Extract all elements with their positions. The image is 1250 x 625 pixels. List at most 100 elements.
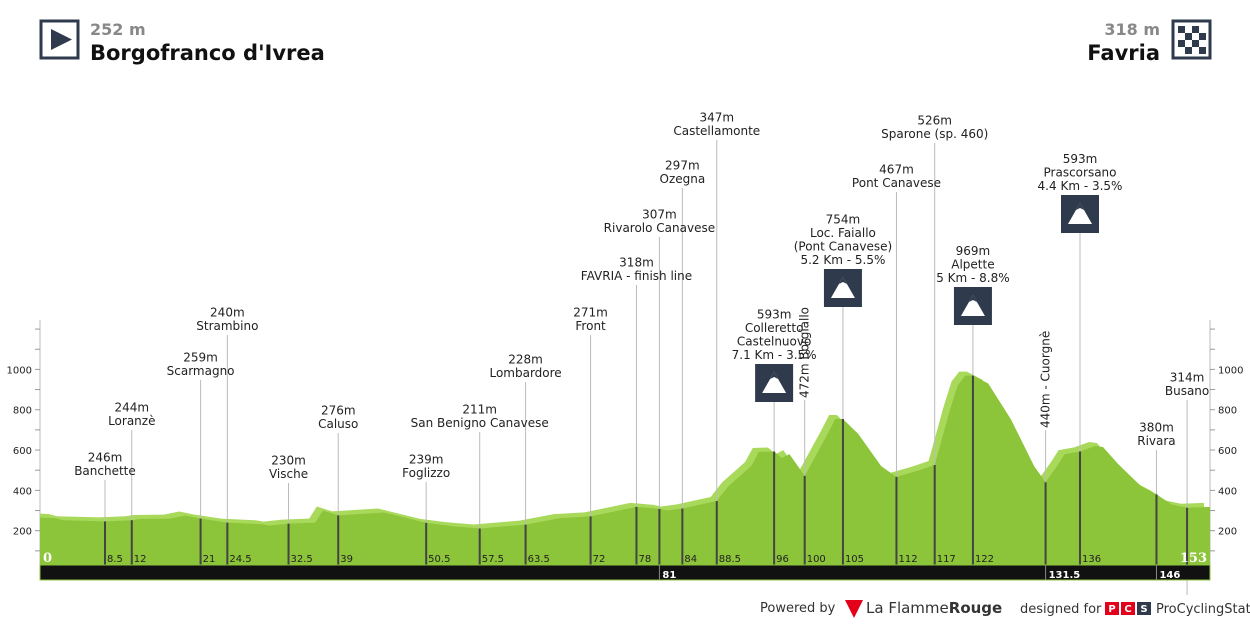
- y-tick-label: 1000: [7, 365, 32, 376]
- waypoint-name: 4.4 Km - 3.5%: [1038, 179, 1123, 193]
- pcs-box: [1137, 602, 1151, 615]
- waypoint-name: Alpette: [951, 258, 994, 272]
- waypoint-elevation: 246m: [88, 451, 123, 465]
- waypoint-name: Prascorsano: [1044, 166, 1117, 180]
- waypoint-elevation: 969m: [956, 244, 991, 258]
- km-label: 153: [1180, 551, 1207, 566]
- flag-square: [1199, 47, 1206, 54]
- powered-by-text: Powered by: [760, 601, 836, 616]
- waypoint-name: Ozegna: [660, 172, 706, 186]
- mountain-snow: [968, 295, 977, 302]
- pcs-box: [1121, 602, 1135, 615]
- mountain-icon: [960, 295, 985, 316]
- waypoint-elevation: 239m: [409, 453, 444, 467]
- waypoint-name: Rivarolo Canavese: [604, 221, 715, 235]
- km-label: 32.5: [291, 554, 313, 565]
- waypoint-name: Castelnuovo: [737, 335, 811, 349]
- waypoint-name: Caluso: [318, 417, 358, 431]
- km-labels: 0 8.5 12 21 24.5 32.5 39 50.5 57.5 63.5 72 78 84 88.5…: [43, 551, 1207, 581]
- km-label: 136: [1082, 554, 1101, 565]
- mountain-snow: [1076, 203, 1084, 210]
- waypoint-name: FAVRIA - finish line: [581, 269, 692, 283]
- band-km-label: 131.5: [1049, 570, 1081, 581]
- waypoint-label-vertical: 472m Borgiallo: [798, 307, 812, 398]
- waypoint-name: Busano: [1165, 384, 1209, 398]
- designed-for-text: designed for: [1020, 602, 1102, 617]
- profile-fill: [40, 375, 1210, 565]
- waypoint-name: Foglizzo: [402, 466, 450, 480]
- waypoint-elevation: 276m: [321, 404, 356, 418]
- waypoint-name: Lombardore: [489, 366, 561, 380]
- flamme-rouge-brand: La FlammeRouge: [866, 599, 1002, 617]
- km-label: 12: [134, 554, 147, 565]
- km-label: 84: [684, 554, 697, 565]
- flag-square: [1178, 40, 1185, 47]
- waypoint-name: 5.2 Km - 5.5%: [800, 253, 885, 267]
- start-elevation: 252 m: [90, 20, 146, 39]
- waypoint-name: 5 Km - 8.8%: [936, 271, 1009, 285]
- waypoint-elevation: 467m: [879, 163, 914, 177]
- km-label: 88.5: [719, 554, 741, 565]
- km-label: 117: [937, 554, 956, 565]
- y-tick-label: 800: [13, 406, 32, 417]
- y-tick-label: 200: [1218, 527, 1237, 538]
- waypoint-name: Scarmagno: [167, 364, 235, 378]
- flag-square: [1185, 47, 1192, 54]
- waypoint-name: Rivara: [1137, 434, 1175, 448]
- km-label: 8.5: [107, 554, 123, 565]
- km-label: 24.5: [229, 554, 251, 565]
- pcs-letter: C: [1124, 604, 1131, 615]
- y-tick-label: 200: [13, 527, 32, 538]
- flag-square: [1192, 40, 1199, 47]
- flag-square: [1178, 26, 1185, 33]
- waypoint-elevation: 314m: [1170, 371, 1205, 385]
- waypoint-label-vertical: 440m - Cuorgnè: [1039, 331, 1053, 428]
- waypoint-elevation: 297m: [665, 159, 700, 173]
- km-label: 21: [203, 554, 216, 565]
- y-tick-label: 400: [13, 486, 32, 497]
- km-label: 63.5: [528, 554, 550, 565]
- waypoint-elevation: 526m: [917, 114, 952, 128]
- waypoint-name: Sparone (sp. 460): [881, 127, 988, 141]
- band-km-label: 146: [1159, 570, 1180, 581]
- waypoint-elevation: 593m: [1063, 152, 1098, 166]
- checkered-flag-icon: [1171, 19, 1212, 60]
- y-tick-label: 600: [13, 446, 32, 457]
- waypoint-elevation: 318m: [619, 256, 654, 270]
- waypoint-name: (Pont Canavese): [794, 240, 892, 254]
- mountain-snow: [838, 277, 847, 284]
- km-label: 78: [638, 554, 651, 565]
- flag-square: [1199, 33, 1206, 40]
- km-label: 100: [807, 554, 826, 565]
- waypoint-name: Colleretto: [745, 321, 804, 335]
- waypoint-elevation: 259m: [183, 351, 218, 365]
- waypoint-elevation: 347m: [699, 111, 734, 125]
- pcs-letter: P: [1108, 604, 1115, 615]
- waypoint-name: San Benigno Canavese: [411, 416, 549, 430]
- waypoint-elevation: 593m: [757, 308, 792, 322]
- waypoint-elevation: 380m: [1139, 421, 1174, 435]
- waypoint-elevation: 240m: [210, 306, 245, 320]
- distance-band: [39, 564, 1211, 581]
- flag-square: [1185, 33, 1192, 40]
- y-tick-label: 400: [1218, 486, 1237, 497]
- profile-area: [40, 371, 1210, 565]
- mountain-icon: [830, 277, 855, 298]
- mountain-icon: [1068, 203, 1092, 224]
- flag-square: [1192, 26, 1199, 33]
- waypoint-name: Loranzè: [108, 414, 155, 428]
- km-label: 0: [43, 551, 52, 566]
- km-label: 72: [593, 554, 606, 565]
- footer: Powered by La FlammeRouge designed for P…: [760, 599, 1250, 618]
- waypoint-elevation: 244m: [114, 401, 149, 415]
- band-km-label: 81: [662, 570, 676, 581]
- km-label: 39: [340, 554, 353, 565]
- waypoint-name: Pont Canavese: [852, 176, 941, 190]
- waypoint-elevation: 211m: [462, 403, 497, 417]
- start-city: Borgofranco d'Ivrea: [90, 41, 325, 65]
- waypoint-name: 7.1 Km - 3.5%: [732, 348, 817, 362]
